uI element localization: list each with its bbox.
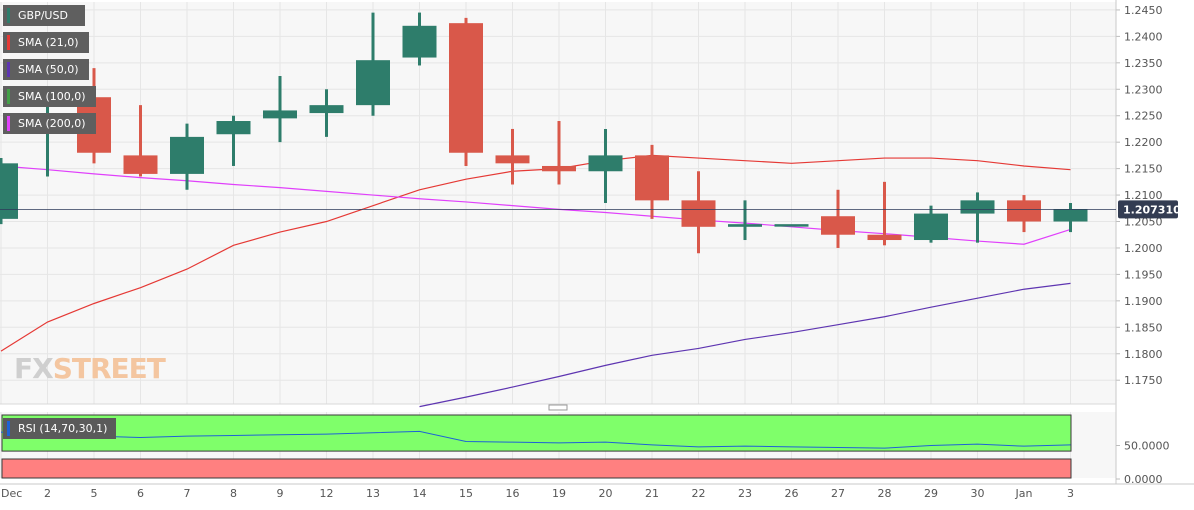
y-tick-label: 1.2100 <box>1124 189 1163 202</box>
legend-symbol[interactable]: GBP/USD <box>3 5 85 26</box>
y-tick-label: 1.2000 <box>1124 242 1163 255</box>
legend-rsi-label: RSI (14,70,30,1) <box>18 422 108 435</box>
x-tick-label: 22 <box>692 487 706 500</box>
legend-sma-50[interactable]: SMA (50,0) <box>3 59 89 80</box>
fxstreet-logo: FXSTREET <box>14 352 166 385</box>
x-tick-label: 9 <box>277 487 284 500</box>
x-tick-label: Jan <box>1015 487 1033 500</box>
y-tick-label: 1.2300 <box>1124 83 1163 96</box>
candle-body <box>867 234 902 241</box>
x-tick-label: 27 <box>831 487 845 500</box>
current-price-label: 1.207310 <box>1123 203 1181 216</box>
legend-rsi[interactable]: RSI (14,70,30,1) <box>3 418 116 439</box>
x-tick-label: 7 <box>184 487 191 500</box>
candle-body <box>1053 209 1088 222</box>
y-tick-label: 1.1950 <box>1124 268 1163 281</box>
logo-fx: FX <box>14 352 54 385</box>
rsi-overbought-zone <box>1 414 1072 452</box>
sma-line-3 <box>0 165 1071 245</box>
x-tick-label: 13 <box>366 487 380 500</box>
y-tick-label: 1.1800 <box>1124 348 1163 361</box>
candle-body <box>588 155 623 172</box>
y-tick-label: 1.2150 <box>1124 163 1163 176</box>
candle-body <box>449 23 483 153</box>
y-tick-label: 1.1750 <box>1124 374 1163 387</box>
legend-sma-200[interactable]: SMA (200,0) <box>3 113 96 134</box>
x-tick-label: 2 <box>44 487 51 500</box>
candle-body <box>309 105 344 114</box>
candle-body <box>402 25 437 58</box>
candle-body <box>960 200 995 214</box>
sma-100-swatch <box>7 89 10 104</box>
rsi-line <box>0 430 1071 449</box>
rsi-y-tick-label: 50.0000 <box>1124 440 1170 453</box>
y-tick-label: 1.1900 <box>1124 295 1163 308</box>
y-tick-label: 1.2050 <box>1124 216 1163 229</box>
x-tick-label: Dec <box>1 487 22 500</box>
main-panel-bg <box>0 2 1116 404</box>
y-tick-label: 1.2450 <box>1124 4 1163 17</box>
candle-body <box>495 155 530 164</box>
x-tick-label: 15 <box>459 487 473 500</box>
x-tick-label: 3 <box>1067 487 1074 500</box>
x-tick-label: 12 <box>320 487 334 500</box>
x-tick-label: 28 <box>878 487 892 500</box>
x-tick-label: 26 <box>785 487 799 500</box>
candle-body <box>914 213 948 241</box>
candle-body <box>635 155 669 201</box>
x-tick-label: 29 <box>924 487 938 500</box>
legend-sma-100-label: SMA (100,0) <box>18 90 86 103</box>
legend-sma-50-label: SMA (50,0) <box>18 63 79 76</box>
sma-line-0 <box>0 154 1071 352</box>
x-tick-label: 5 <box>91 487 98 500</box>
current-price-box <box>1118 200 1178 219</box>
y-tick-label: 1.2400 <box>1124 30 1163 43</box>
sma-21-swatch <box>7 35 10 50</box>
sma-line-1 <box>419 282 1071 408</box>
y-tick-label: 1.2350 <box>1124 57 1163 70</box>
candle-body <box>123 155 158 174</box>
x-tick-label: 8 <box>230 487 237 500</box>
candle-body <box>681 200 716 227</box>
legend-sma-100[interactable]: SMA (100,0) <box>3 86 96 107</box>
rsi-y-tick-label: 0.0000 <box>1124 473 1163 486</box>
legend-sma-21-label: SMA (21,0) <box>18 36 79 49</box>
x-tick-label: 14 <box>413 487 427 500</box>
candle-body <box>542 165 576 172</box>
x-tick-label: 21 <box>645 487 659 500</box>
x-tick-label: 30 <box>971 487 985 500</box>
sma-50-swatch <box>7 62 10 77</box>
y-tick-label: 1.2200 <box>1124 136 1163 149</box>
candle-body <box>356 60 390 106</box>
candle-body <box>0 163 18 219</box>
candle-body <box>216 121 251 135</box>
legend-sma-200-label: SMA (200,0) <box>18 117 86 130</box>
panel-resize-handle <box>548 404 568 411</box>
sma-200-swatch <box>7 116 10 131</box>
x-tick-label: 23 <box>738 487 752 500</box>
candle-body <box>263 110 297 119</box>
legend-symbol-label: GBP/USD <box>18 9 68 22</box>
rsi-swatch <box>7 421 10 436</box>
candle-body <box>1007 200 1041 222</box>
x-tick-label: 6 <box>137 487 144 500</box>
x-tick-label: 20 <box>599 487 613 500</box>
candle-body <box>821 216 855 235</box>
rsi-oversold-zone <box>1 458 1072 479</box>
symbol-swatch <box>7 8 10 23</box>
logo-street: STREET <box>52 352 166 385</box>
x-tick-label: 16 <box>506 487 520 500</box>
y-tick-label: 1.2250 <box>1124 110 1163 123</box>
y-tick-label: 1.1850 <box>1124 321 1163 334</box>
candle-body <box>170 136 204 174</box>
legend-sma-21[interactable]: SMA (21,0) <box>3 32 89 53</box>
candle-body <box>774 224 809 227</box>
candle-body <box>728 224 762 227</box>
x-tick-label: 19 <box>552 487 566 500</box>
